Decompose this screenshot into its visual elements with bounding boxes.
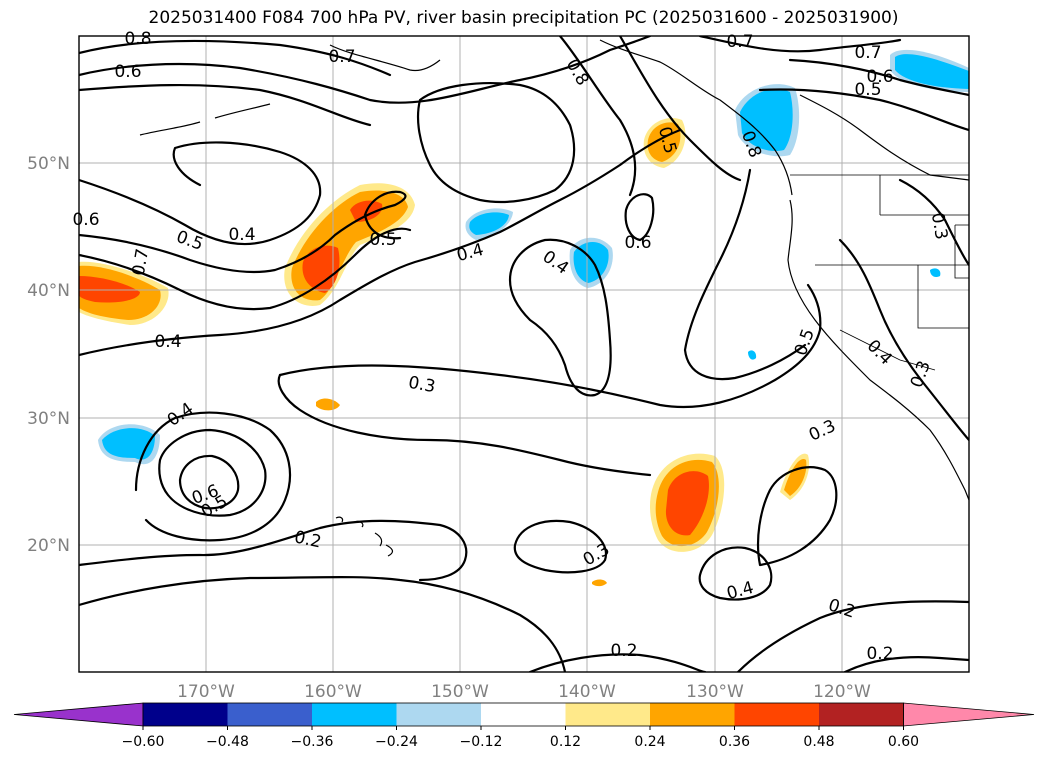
lat-label: 40°N xyxy=(27,281,70,301)
colorbar-segment xyxy=(819,703,904,726)
lon-label: 140°W xyxy=(558,682,616,702)
precip-anomaly-negative xyxy=(895,54,969,89)
lat-label: 50°N xyxy=(27,154,70,174)
map-frame xyxy=(78,35,970,673)
colorbar-segment xyxy=(312,703,397,726)
contour-label: 0.7 xyxy=(854,43,881,63)
contour-label: 0.5 xyxy=(854,80,881,100)
colorbar-tick-label: −0.36 xyxy=(291,734,334,750)
longitude-labels: 170°W 160°W 150°W 140°W 130°W 120°W xyxy=(177,682,871,702)
contour-label: 0.6 xyxy=(114,62,141,82)
graticule xyxy=(79,36,969,672)
colorbar-outline xyxy=(142,702,904,727)
colorbar-segment xyxy=(650,703,735,726)
latitude-labels: 50°N 40°N 30°N 20°N xyxy=(27,154,70,556)
colorbar-segment xyxy=(565,703,651,726)
contour-label: 0.7 xyxy=(726,32,753,52)
lat-label: 30°N xyxy=(27,409,70,429)
lon-label: 160°W xyxy=(304,682,362,702)
precip-anomaly-positive xyxy=(316,398,340,411)
contour-label: 0.4 xyxy=(228,225,255,245)
colorbar-extend-low xyxy=(13,702,144,727)
colorbar-extend-high xyxy=(903,702,1035,727)
precip-anomaly-negative xyxy=(469,212,509,235)
colorbar: −0.60 −0.48 −0.36 −0.24 −0.12 0.12 0.24 0.36 0.4… xyxy=(13,702,1035,750)
contour-label: 0.5 xyxy=(369,230,396,250)
precip-anomaly-positive xyxy=(302,245,340,293)
coastlines xyxy=(139,39,969,557)
colorbar-tick-label: 0.60 xyxy=(888,734,919,750)
colorbar-segments xyxy=(13,702,1035,727)
lon-label: 170°W xyxy=(177,682,235,702)
lon-label: 130°W xyxy=(686,682,744,702)
colorbar-tick-label: 0.36 xyxy=(719,734,750,750)
colorbar-tick-label: 0.12 xyxy=(550,734,581,750)
colorbar-segment xyxy=(143,703,228,726)
colorbar-segment xyxy=(481,703,566,726)
colorbar-tick-label: −0.48 xyxy=(206,734,249,750)
contour-label: 0.6 xyxy=(624,233,651,253)
map-panel xyxy=(79,36,969,672)
contour-label: 0.6 xyxy=(866,67,893,87)
precip-anomaly-negative xyxy=(573,241,609,283)
contour-label: 0.8 xyxy=(124,29,151,49)
colorbar-segment xyxy=(396,703,482,726)
contour-label: 0.2 xyxy=(866,644,893,664)
colorbar-segment xyxy=(227,703,313,726)
colorbar-tick-label: −0.12 xyxy=(460,734,503,750)
lon-label: 150°W xyxy=(431,682,489,702)
colorbar-segment xyxy=(734,703,820,726)
colorbar-tick-label: 0.48 xyxy=(803,734,834,750)
colorbar-tick-label: −0.24 xyxy=(375,734,418,750)
precip-anomaly-negative xyxy=(102,428,155,460)
map-title: 2025031400 F084 700 hPa PV, river basin … xyxy=(148,8,899,28)
contour-label: 0.3 xyxy=(407,373,437,397)
precip-anomaly-positive xyxy=(79,276,140,303)
pv-contours xyxy=(79,36,969,672)
contour-label: 0.4 xyxy=(154,332,181,352)
contour-label: 0.7 xyxy=(328,47,355,67)
precip-anomaly-negative xyxy=(930,268,941,278)
precip-anomaly-negative xyxy=(740,88,793,152)
contour-label: 0.3 xyxy=(927,211,951,241)
contour-label: 0.2 xyxy=(610,641,637,661)
colorbar-tick-label: 0.24 xyxy=(634,734,665,750)
colorbar-tick-label: −0.60 xyxy=(122,734,165,750)
colorbar-ticks: −0.60 −0.48 −0.36 −0.24 −0.12 0.12 0.24 0.36 0.4… xyxy=(122,726,919,750)
precip-anomaly-positive xyxy=(592,579,607,587)
precip-anomaly-positive xyxy=(665,471,709,536)
precip-anomaly-negative xyxy=(748,350,757,360)
lon-label: 120°W xyxy=(813,682,871,702)
lat-label: 20°N xyxy=(27,536,70,556)
contour-label: 0.6 xyxy=(72,210,99,230)
contour-label: 0.7 xyxy=(129,247,153,277)
